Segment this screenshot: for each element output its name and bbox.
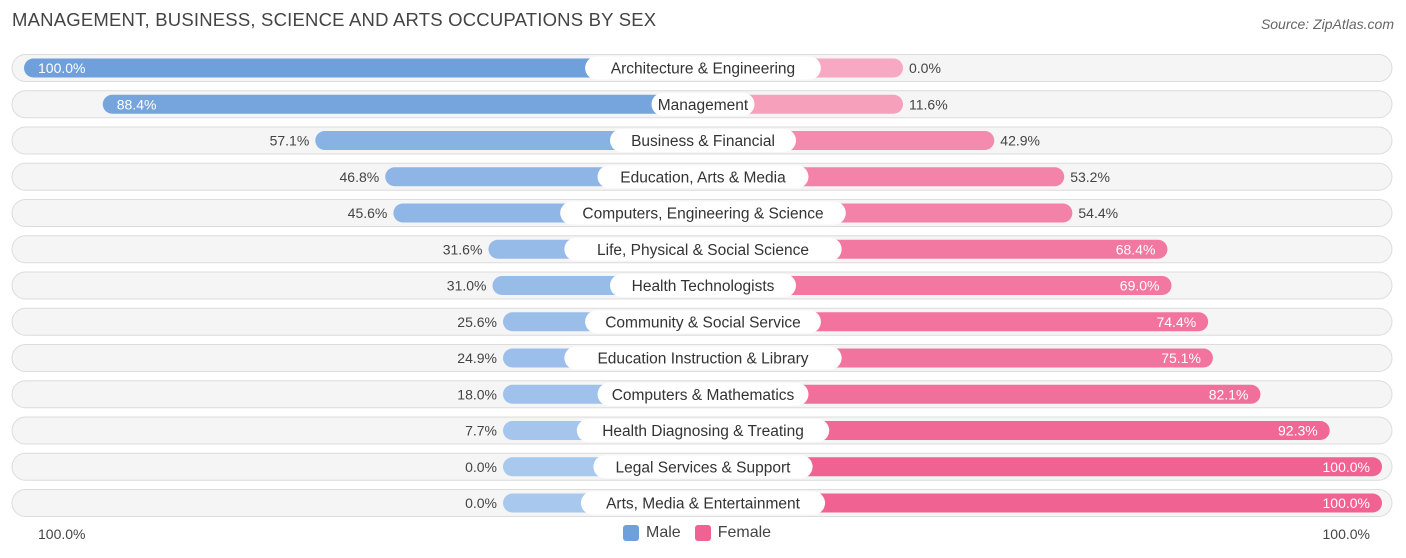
category-pill: [585, 310, 821, 334]
value-label-male: 45.6%: [348, 205, 388, 221]
value-label-female: 53.2%: [1070, 169, 1110, 185]
category-label: Arts, Media & Entertainment: [606, 496, 801, 513]
legend-label-male: Male: [646, 524, 681, 541]
category-label: Life, Physical & Social Science: [597, 242, 809, 259]
category-label: Management: [658, 97, 749, 114]
value-label-female: 82.1%: [1209, 386, 1249, 402]
category-pill: [560, 201, 846, 225]
bar-male: [315, 131, 703, 150]
value-label-male: 100.0%: [38, 60, 85, 76]
value-label-female: 74.4%: [1156, 314, 1196, 330]
value-label-male: 0.0%: [465, 495, 497, 511]
value-label-male: 31.6%: [443, 241, 483, 257]
category-label: Legal Services & Support: [616, 459, 792, 476]
bar-male: [24, 58, 703, 78]
value-label-male: 0.0%: [465, 459, 497, 475]
category-label: Education Instruction & Library: [597, 351, 808, 368]
value-label-female: 0.0%: [909, 60, 941, 76]
bar-female: [703, 276, 1172, 295]
legend: Male Female: [623, 524, 785, 542]
value-label-female: 92.3%: [1278, 423, 1318, 439]
value-label-female: 68.4%: [1116, 241, 1156, 257]
value-label-male: 25.6%: [457, 314, 497, 330]
bar-male: [102, 94, 704, 114]
axis-right-label: 100.0%: [1322, 526, 1370, 542]
value-label-male: 18.0%: [457, 386, 497, 402]
value-label-female: 100.0%: [1323, 459, 1370, 475]
value-label-male: 88.4%: [117, 96, 157, 112]
legend-item-female: Female: [694, 524, 772, 542]
category-pill: [580, 491, 826, 515]
category-label: Architecture & Engineering: [611, 61, 795, 78]
category-label: Computers, Engineering & Science: [582, 206, 823, 223]
category-pill: [610, 274, 796, 297]
bar-female: [703, 312, 1209, 332]
value-label-female: 69.0%: [1120, 278, 1160, 294]
category-pill: [585, 56, 821, 80]
category-pill: [597, 165, 809, 189]
legend-swatch-male: [623, 525, 639, 541]
category-label: Business & Financial: [631, 133, 775, 150]
category-label: Community & Social Service: [605, 314, 801, 331]
value-label-female: 42.9%: [1000, 133, 1040, 149]
axis-left-label: 100.0%: [38, 526, 86, 542]
category-pill: [564, 237, 842, 261]
value-label-female: 75.1%: [1161, 350, 1201, 366]
category-pill: [576, 419, 830, 442]
chart-source: Source: ZipAtlas.com: [1260, 16, 1394, 32]
value-label-female: 11.6%: [909, 96, 948, 112]
legend-swatch-female: [694, 525, 711, 541]
legend-item-male: Male: [623, 524, 681, 542]
category-pill: [564, 346, 842, 370]
bar-female: [703, 384, 1261, 404]
legend-label-female: Female: [717, 524, 772, 541]
category-label: Computers & Mathematics: [612, 387, 795, 404]
value-label-male: 24.9%: [457, 350, 497, 366]
bar-female: [703, 493, 1382, 513]
category-label: Health Diagnosing & Treating: [602, 423, 804, 440]
category-pill: [593, 455, 813, 479]
category-label: Education, Arts & Media: [620, 169, 786, 186]
category-label: Health Technologists: [632, 278, 775, 295]
value-label-male: 57.1%: [270, 133, 310, 149]
value-label-male: 46.8%: [340, 169, 380, 185]
category-pill: [651, 92, 755, 116]
bar-female: [703, 457, 1382, 477]
value-label-male: 31.0%: [447, 278, 487, 294]
chart-title: MANAGEMENT, BUSINESS, SCIENCE AND ARTS O…: [12, 9, 657, 30]
value-label-female: 100.0%: [1323, 495, 1370, 511]
value-label-female: 54.4%: [1078, 205, 1118, 221]
category-pill: [610, 129, 796, 152]
bar-female: [703, 421, 1330, 440]
value-label-male: 7.7%: [465, 423, 497, 439]
category-pill: [597, 382, 809, 406]
